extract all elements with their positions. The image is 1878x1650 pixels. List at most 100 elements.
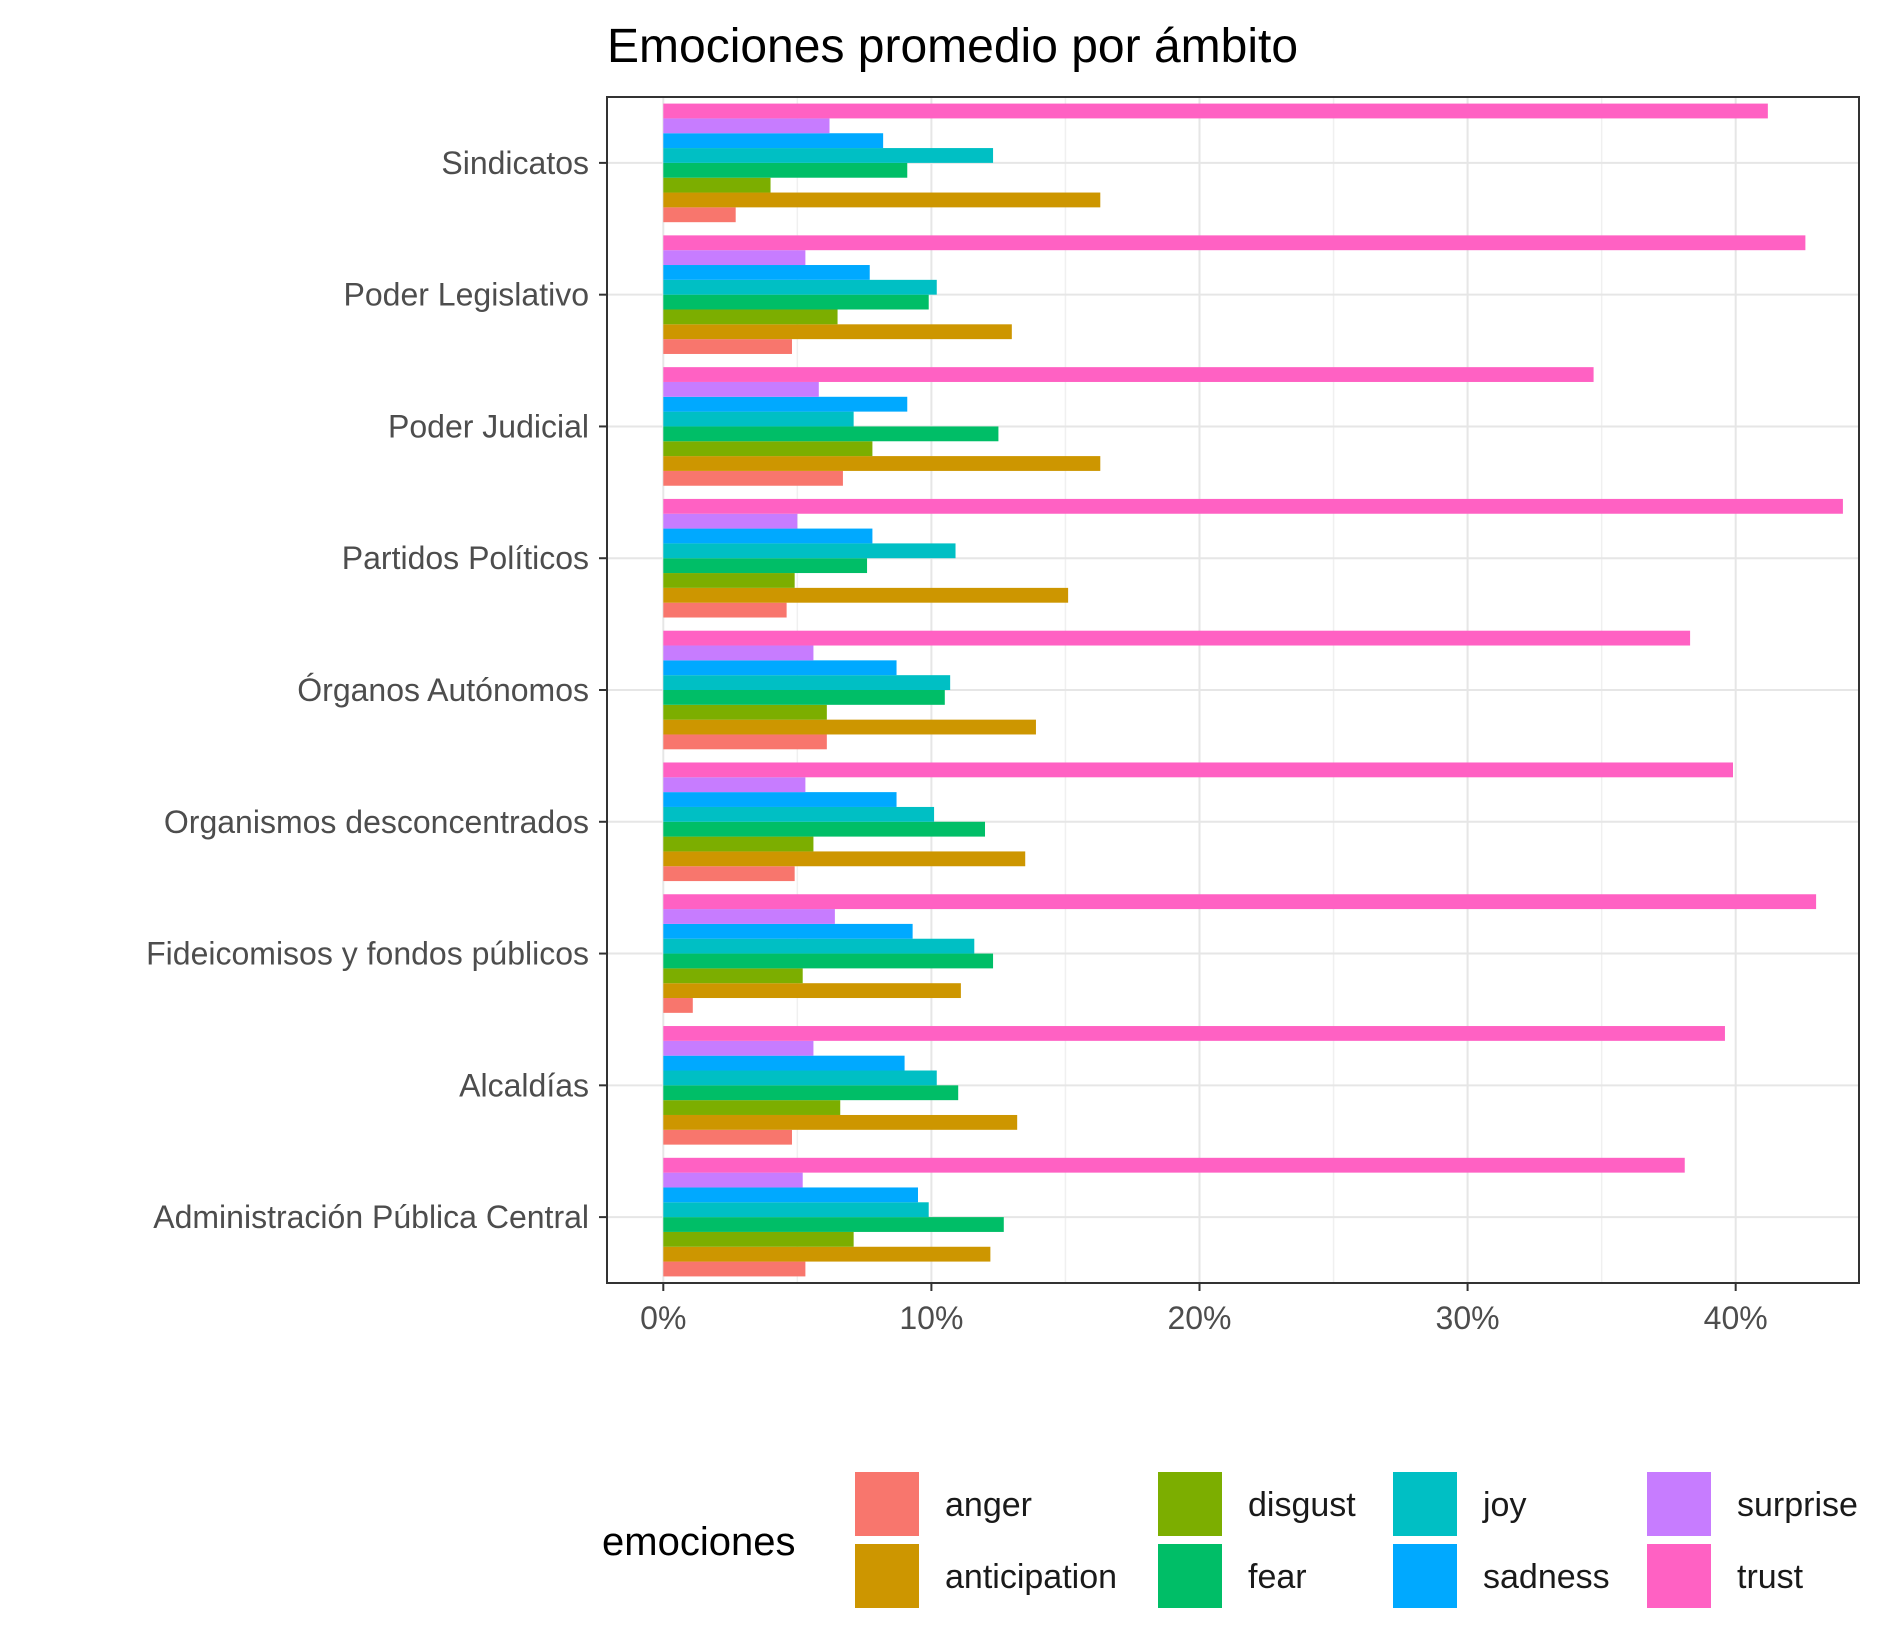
x-tick-label: 0% (640, 1300, 686, 1336)
bar-trust (663, 367, 1594, 382)
bar-surprise (663, 1040, 814, 1056)
legend-label-disgust: disgust (1248, 1486, 1356, 1524)
x-axis: 0% 10% 20% 30% 40% (640, 1283, 1768, 1336)
bar-surprise (663, 381, 819, 397)
bar-joy (663, 675, 951, 690)
legend-label-anger: anger (945, 1486, 1032, 1524)
legend-key-sadness (1393, 1544, 1457, 1608)
bar-sadness (663, 923, 913, 939)
bars (663, 103, 1843, 1277)
bar-anger (663, 339, 792, 354)
bar-joy (663, 806, 935, 822)
x-tick-label: 30% (1436, 1300, 1500, 1336)
legend-label-joy: joy (1482, 1486, 1526, 1524)
bar-sadness (663, 396, 908, 412)
bar-surprise (663, 118, 830, 134)
bar-sadness (663, 1055, 905, 1071)
bar-anticipation (663, 1246, 991, 1262)
bar-trust (663, 103, 1768, 119)
bar-anticipation (663, 192, 1101, 208)
bar-trust (663, 235, 1806, 251)
legend-key-fear (1158, 1544, 1222, 1608)
bar-trust (663, 630, 1691, 646)
bar-fear (663, 558, 868, 574)
bar-disgust (663, 441, 873, 457)
legend-key-disgust (1158, 1472, 1222, 1536)
bar-disgust (663, 573, 795, 588)
legend-label-trust: trust (1737, 1558, 1804, 1596)
bar-joy (663, 543, 956, 559)
bar-surprise (663, 250, 806, 266)
bar-anticipation (663, 456, 1101, 471)
bar-joy (663, 1070, 937, 1086)
bar-surprise (663, 777, 806, 793)
x-tick-label: 40% (1704, 1300, 1768, 1336)
bar-joy (663, 1202, 929, 1218)
legend-title: emociones (602, 1520, 795, 1564)
bar-trust (663, 1026, 1725, 1041)
bar-anger (663, 1129, 792, 1145)
legend: emociones anger anticipation disgust fear jo… (602, 1472, 1858, 1608)
bar-anger (663, 1261, 806, 1277)
y-axis: Sindicatos Poder Legislativo Poder Judicia… (146, 145, 607, 1235)
bar-surprise (663, 1172, 803, 1188)
legend-key-joy (1393, 1472, 1457, 1536)
chart-title: Emociones promedio por ámbito (607, 20, 1298, 73)
bar-disgust (663, 836, 814, 852)
bar-surprise (663, 513, 798, 529)
x-tick-label: 10% (899, 1300, 963, 1336)
bar-disgust (663, 309, 838, 325)
legend-key-surprise (1647, 1472, 1711, 1536)
bar-fear (663, 426, 999, 442)
bar-joy (663, 411, 854, 427)
bar-fear (663, 953, 994, 969)
bar-disgust (663, 968, 803, 984)
bar-disgust (663, 704, 827, 720)
bar-disgust (663, 1100, 841, 1115)
bar-anticipation (663, 719, 1036, 735)
legend-label-anticipation: anticipation (945, 1558, 1117, 1596)
bar-anticipation (663, 324, 1012, 340)
category-label: Fideicomisos y fondos públicos (146, 936, 589, 972)
category-label: Organismos desconcentrados (164, 804, 589, 840)
bar-surprise (663, 645, 814, 661)
bar-trust (663, 894, 1817, 910)
legend-label-surprise: surprise (1737, 1486, 1858, 1524)
bar-joy (663, 279, 937, 295)
bar-anger (663, 998, 693, 1013)
bar-sadness (663, 1187, 918, 1203)
x-tick-label: 20% (1167, 1300, 1231, 1336)
bar-anger (663, 207, 736, 223)
bar-fear (663, 1085, 959, 1101)
bar-sadness (663, 133, 884, 149)
bar-surprise (663, 909, 835, 924)
category-label: Poder Judicial (388, 408, 589, 444)
bar-fear (663, 162, 908, 178)
legend-key-anger (855, 1472, 919, 1536)
category-label: Alcaldías (459, 1067, 589, 1103)
bar-fear (663, 821, 986, 837)
bar-anger (663, 470, 843, 486)
legend-key-anticipation (855, 1544, 919, 1608)
bar-trust (663, 762, 1733, 778)
bar-sadness (663, 265, 870, 280)
bar-disgust (663, 177, 771, 193)
category-label: Partidos Políticos (342, 540, 589, 576)
category-label: Poder Legislativo (344, 277, 589, 313)
bar-anticipation (663, 587, 1069, 603)
bar-anticipation (663, 1114, 1018, 1130)
bar-anger (663, 602, 787, 618)
bar-sadness (663, 660, 897, 676)
bar-joy (663, 148, 994, 163)
bar-anger (663, 734, 827, 750)
bar-sadness (663, 528, 873, 544)
bar-fear (663, 294, 929, 310)
bar-sadness (663, 792, 897, 807)
bar-trust (663, 1157, 1685, 1173)
category-label: Administración Pública Central (153, 1199, 589, 1235)
bar-anger (663, 866, 795, 882)
bar-anticipation (663, 851, 1026, 867)
bar-trust (663, 498, 1843, 514)
legend-label-sadness: sadness (1483, 1558, 1610, 1596)
